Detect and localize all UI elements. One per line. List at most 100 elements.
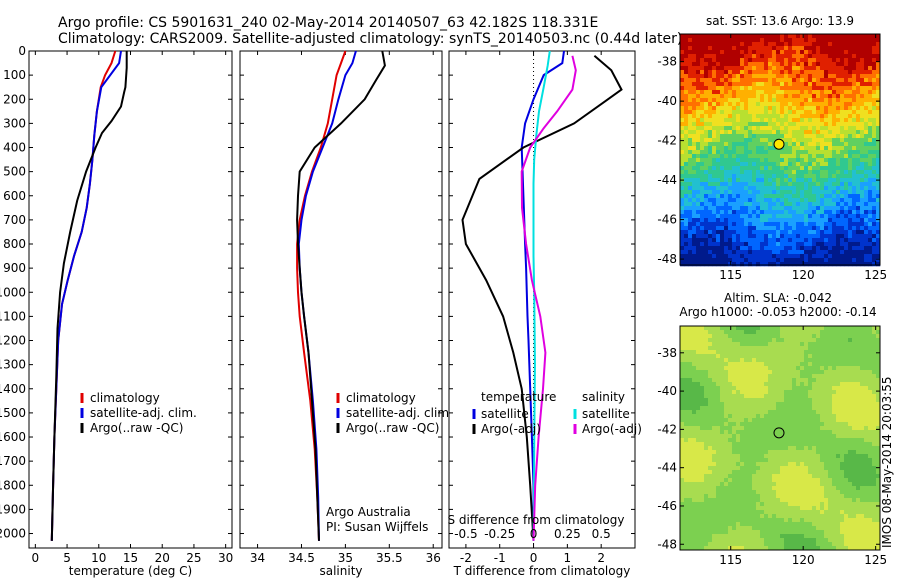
heatmap-cell	[700, 362, 705, 367]
heatmap-cell	[800, 242, 805, 247]
heatmap-cell	[696, 90, 701, 95]
heatmap-cell	[784, 386, 789, 391]
heatmap-cell	[876, 342, 881, 347]
heatmap-cell	[736, 210, 741, 215]
heatmap-cell	[872, 426, 877, 431]
heatmap-cell	[788, 194, 793, 199]
heatmap-cell	[836, 246, 841, 251]
heatmap-cell	[780, 134, 785, 139]
heatmap-cell	[720, 38, 725, 43]
heatmap-cell	[784, 238, 789, 243]
heatmap-cell	[748, 234, 753, 239]
heatmap-cell	[868, 358, 873, 363]
heatmap-cell	[832, 58, 837, 63]
heatmap-cell	[760, 234, 765, 239]
heatmap-cell	[784, 82, 789, 87]
heatmap-cell	[876, 430, 881, 435]
heatmap-cell	[804, 398, 809, 403]
heatmap-cell	[688, 150, 693, 155]
heatmap-cell	[796, 114, 801, 119]
heatmap-cell	[856, 450, 861, 455]
heatmap-cell	[752, 102, 757, 107]
heatmap-cell	[824, 226, 829, 231]
heatmap-cell	[736, 386, 741, 391]
y-tick-label: 1500	[0, 406, 26, 420]
heatmap-cell	[716, 150, 721, 155]
heatmap-cell	[852, 330, 857, 335]
heatmap-cell	[748, 254, 753, 259]
heatmap-cell	[724, 206, 729, 211]
heatmap-cell	[860, 50, 865, 55]
heatmap-cell	[752, 150, 757, 155]
heatmap-cell	[800, 194, 805, 199]
heatmap-cell	[800, 326, 805, 331]
heatmap-cell	[808, 454, 813, 459]
heatmap-cell	[868, 202, 873, 207]
heatmap-cell	[800, 450, 805, 455]
heatmap-cell	[856, 402, 861, 407]
heatmap-cell	[696, 66, 701, 71]
heatmap-cell	[800, 46, 805, 51]
heatmap-cell	[796, 414, 801, 419]
heatmap-cell	[716, 374, 721, 379]
heatmap-cell	[776, 50, 781, 55]
heatmap-cell	[704, 134, 709, 139]
heatmap-cell	[848, 202, 853, 207]
heatmap-cell	[844, 94, 849, 99]
heatmap-cell	[780, 74, 785, 79]
heatmap-cell	[680, 62, 685, 67]
heatmap-cell	[708, 186, 713, 191]
heatmap-cell	[816, 114, 821, 119]
heatmap-cell	[836, 94, 841, 99]
heatmap-cell	[784, 326, 789, 331]
heatmap-cell	[868, 106, 873, 111]
heatmap-cell	[764, 50, 769, 55]
heatmap-cell	[808, 70, 813, 75]
heatmap-cell	[876, 50, 881, 55]
heatmap-cell	[868, 450, 873, 455]
heatmap-cell	[772, 414, 777, 419]
heatmap-cell	[700, 46, 705, 51]
heatmap-cell	[744, 166, 749, 171]
heatmap-cell	[688, 458, 693, 463]
heatmap-cell	[824, 182, 829, 187]
heatmap-cell	[864, 94, 869, 99]
heatmap-cell	[688, 78, 693, 83]
heatmap-cell	[764, 178, 769, 183]
heatmap-cell	[680, 250, 685, 255]
heatmap-cell	[692, 334, 697, 339]
heatmap-cell	[856, 222, 861, 227]
heatmap-cell	[780, 394, 785, 399]
heatmap-cell	[736, 158, 741, 163]
heatmap-cell	[712, 234, 717, 239]
heatmap-cell	[768, 170, 773, 175]
heatmap-cell	[716, 146, 721, 151]
heatmap-cell	[712, 250, 717, 255]
heatmap-cell	[744, 106, 749, 111]
heatmap-cell	[748, 218, 753, 223]
heatmap-cell	[868, 402, 873, 407]
heatmap-cell	[692, 330, 697, 335]
heatmap-cell	[696, 118, 701, 123]
heatmap-cell	[732, 186, 737, 191]
heatmap-cell	[732, 334, 737, 339]
heatmap-cell	[760, 242, 765, 247]
heatmap-cell	[720, 42, 725, 47]
x-tick-label: 35.5	[376, 551, 403, 565]
heatmap-cell	[816, 78, 821, 83]
heatmap-cell	[844, 62, 849, 67]
heatmap-cell	[776, 390, 781, 395]
heatmap-cell	[720, 174, 725, 179]
heatmap-cell	[752, 374, 757, 379]
heatmap-cell	[844, 234, 849, 239]
heatmap-cell	[820, 218, 825, 223]
figure-title-line2: Climatology: CARS2009. Satellite-adjuste…	[58, 31, 682, 47]
heatmap-cell	[836, 218, 841, 223]
heatmap-cell	[716, 362, 721, 367]
heatmap-cell	[764, 406, 769, 411]
heatmap-cell	[720, 234, 725, 239]
heatmap-cell	[844, 386, 849, 391]
heatmap-cell	[856, 446, 861, 451]
heatmap-cell	[844, 54, 849, 59]
heatmap-cell	[828, 94, 833, 99]
